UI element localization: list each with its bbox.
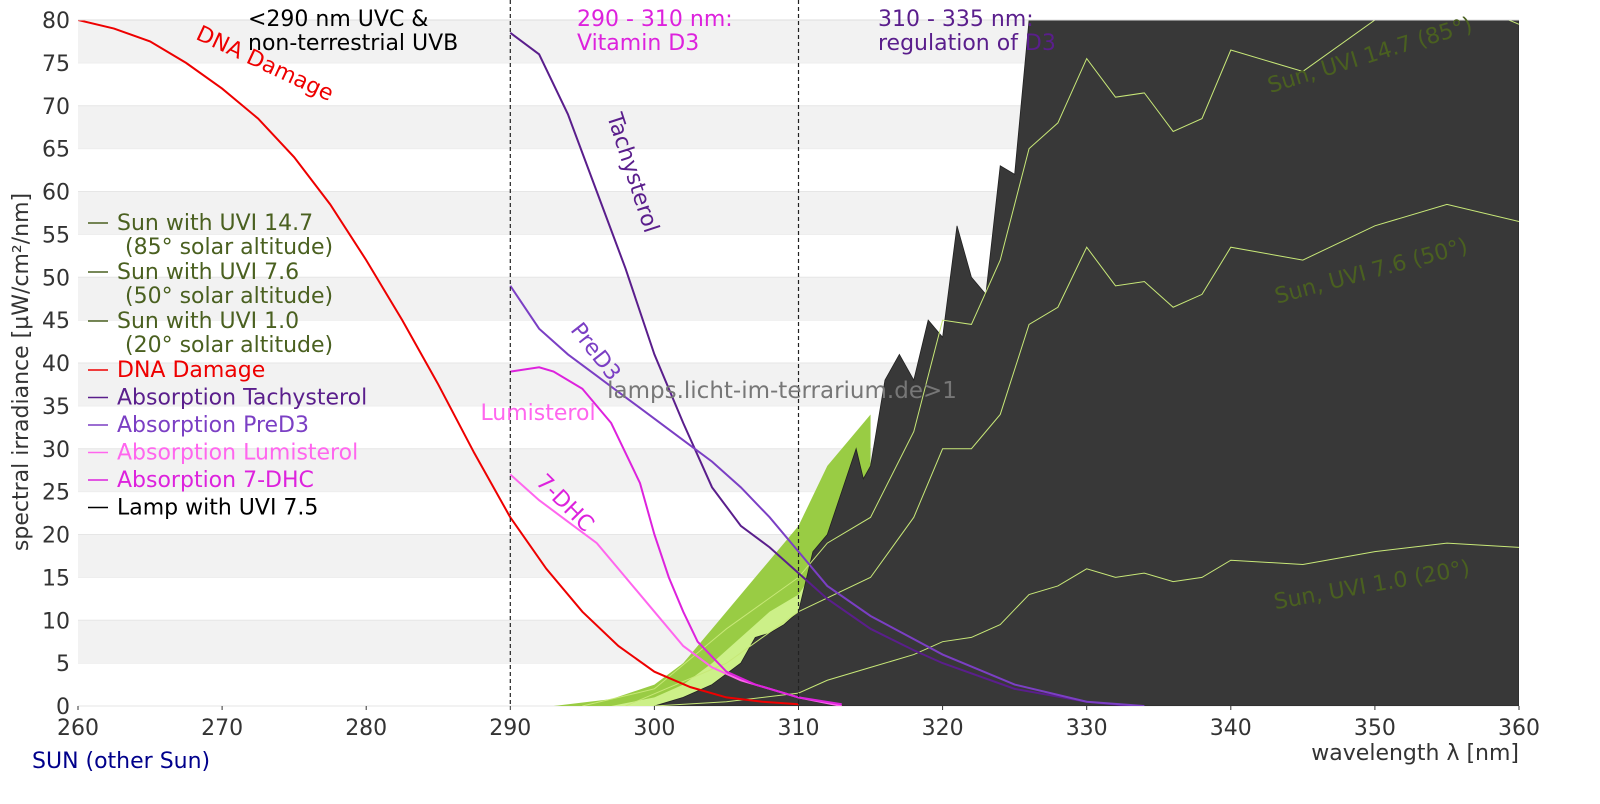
legend-entry: Absorption Lumisterol — [117, 441, 358, 466]
footer: SUN (other Sun) — [32, 749, 210, 774]
curve-label: Lumisterol — [480, 401, 595, 426]
y-tick-label: 75 — [42, 52, 70, 77]
legend-entry: Lamp with UVI 7.5 — [117, 496, 318, 521]
legend-entry: Absorption 7-DHC — [117, 468, 314, 493]
legend-entry: Absorption PreD3 — [117, 413, 309, 438]
legend-entry: Sun with UVI 1.0 — [117, 309, 299, 334]
x-tick-label: 300 — [633, 716, 675, 741]
y-tick-label: 60 — [42, 181, 70, 206]
y-tick-label: 10 — [42, 609, 70, 634]
x-axis-label: wavelength λ [nm] — [1311, 741, 1519, 766]
x-tick-label: 280 — [345, 716, 387, 741]
x-tick-label: 350 — [1354, 716, 1396, 741]
y-tick-label: 40 — [42, 352, 70, 377]
y-tick-label: 15 — [42, 566, 70, 591]
y-tick-label: 5 — [56, 652, 70, 677]
legend-entry: Absorption Tachysterol — [117, 386, 367, 411]
series-line — [78, 20, 799, 706]
legend-note: (20° solar altitude) — [125, 333, 333, 358]
y-axis-label: spectral irradiance [µW/cm²/nm] — [9, 193, 34, 551]
y-tick-label: 30 — [42, 438, 70, 463]
region-annotation: regulation of D3 — [878, 31, 1056, 56]
x-tick-label: 330 — [1066, 716, 1108, 741]
y-tick-label: 20 — [42, 524, 70, 549]
y-tick-label: 35 — [42, 395, 70, 420]
y-tick-label: 0 — [56, 695, 70, 720]
region-annotation: 310 - 335 nm: — [878, 7, 1034, 32]
x-tick-label: 290 — [489, 716, 531, 741]
x-tick-label: 310 — [778, 716, 820, 741]
series-line — [625, 203, 1519, 706]
legend-entry: Sun with UVI 14.7 — [117, 211, 313, 236]
y-tick-label: 70 — [42, 95, 70, 120]
legend-note: (50° solar altitude) — [125, 284, 333, 309]
legend-note: (85° solar altitude) — [125, 235, 333, 260]
y-tick-label: 55 — [42, 223, 70, 248]
y-tick-label: 25 — [42, 481, 70, 506]
series-line — [510, 366, 842, 706]
region-annotation: Vitamin D3 — [577, 31, 699, 56]
lamp-area — [654, 20, 1519, 706]
series-line — [582, 20, 1519, 706]
region-annotation: <290 nm UVC & — [248, 7, 428, 32]
y-tick-label: 80 — [42, 9, 70, 34]
x-tick-label: 270 — [201, 716, 243, 741]
region-annotation: non-terrestrial UVB — [248, 31, 458, 56]
watermark: lamps.licht-im-terrarium.de>1 — [607, 378, 957, 404]
y-tick-label: 45 — [42, 309, 70, 334]
x-tick-label: 340 — [1210, 716, 1252, 741]
x-tick-label: 360 — [1498, 716, 1540, 741]
series-line — [509, 285, 1145, 706]
legend-entry: DNA Damage — [117, 358, 265, 383]
legend-entry: Sun with UVI 7.6 — [117, 260, 299, 285]
y-tick-label: 65 — [42, 138, 70, 163]
region-annotation: 290 - 310 nm: — [577, 7, 733, 32]
y-tick-label: 50 — [42, 266, 70, 291]
series-line — [509, 32, 1131, 706]
series-line — [654, 542, 1519, 706]
x-tick-label: 260 — [57, 716, 99, 741]
x-tick-label: 320 — [922, 716, 964, 741]
